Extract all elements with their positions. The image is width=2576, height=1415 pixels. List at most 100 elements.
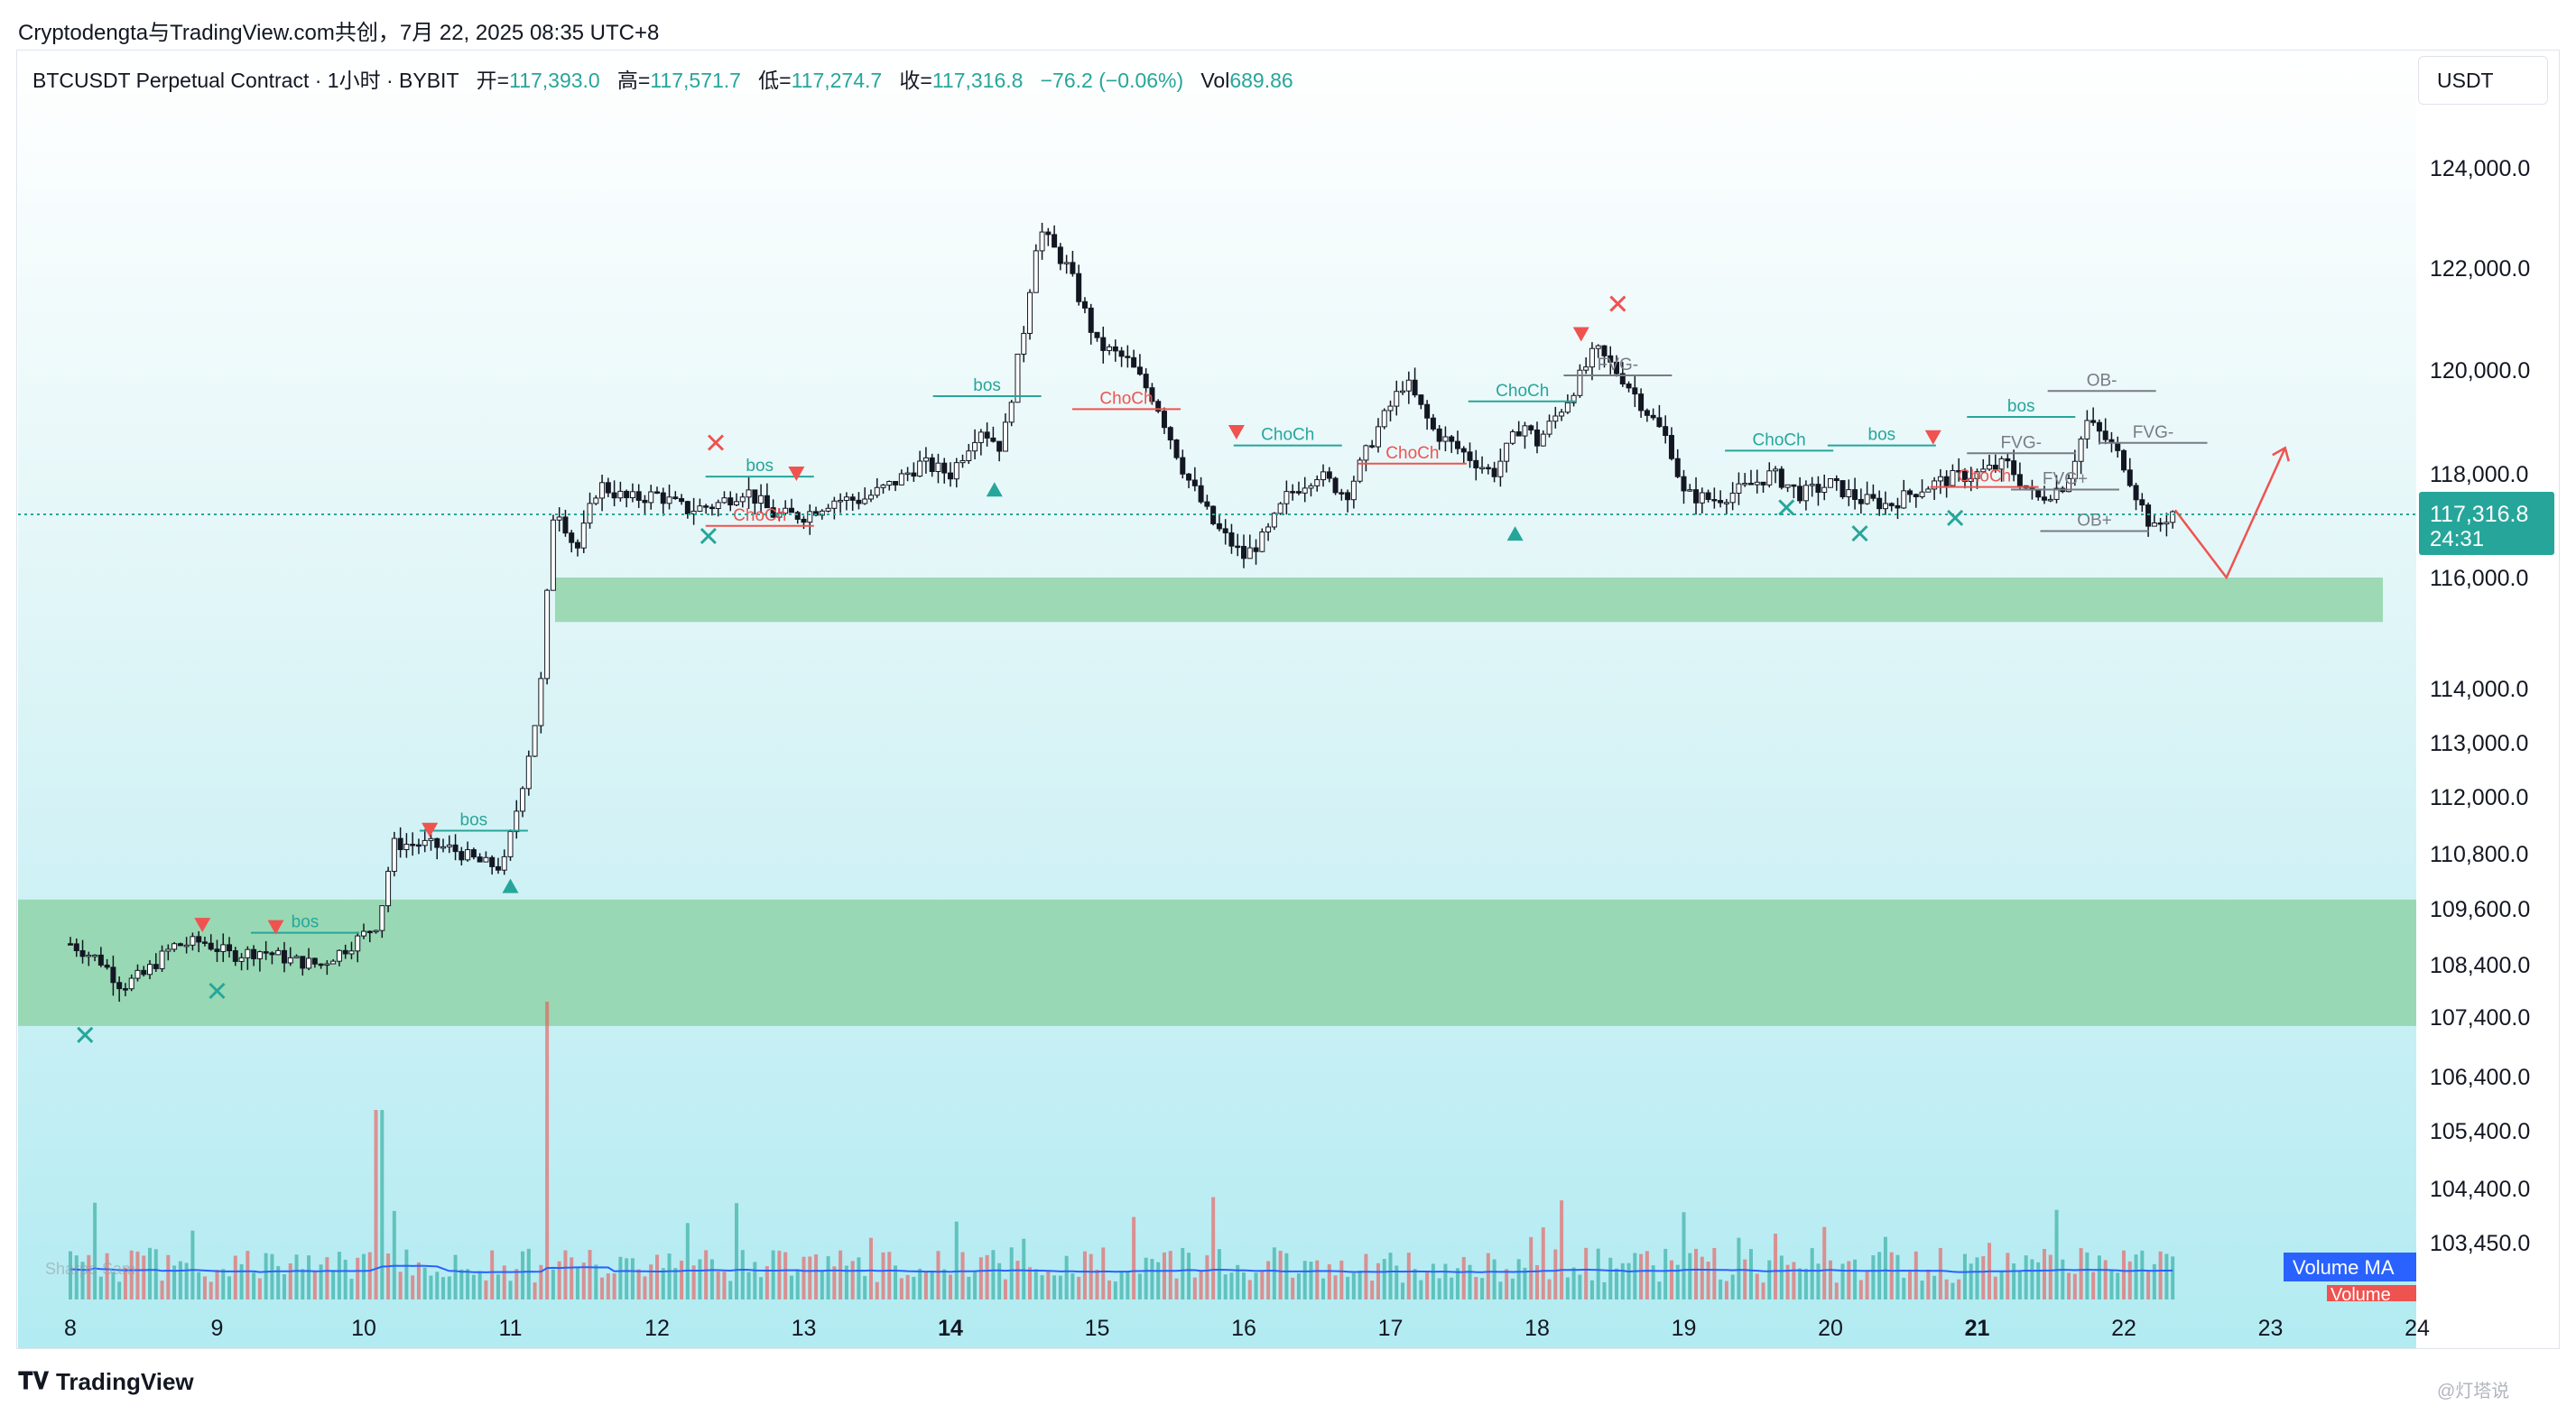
- smc-label: bos: [292, 913, 320, 932]
- candle-body: [580, 523, 587, 549]
- volume-bar: [1694, 1248, 1699, 1299]
- candle-body: [727, 497, 734, 505]
- candle-body: [79, 949, 86, 957]
- candle: [1961, 467, 1968, 489]
- candle-body: [1357, 459, 1363, 482]
- candle-body: [1332, 477, 1339, 494]
- candle-body: [1937, 476, 1943, 482]
- volume-bar: [1889, 1252, 1894, 1299]
- candle: [587, 492, 593, 529]
- candle: [116, 976, 123, 1002]
- candle: [2005, 453, 2011, 468]
- smc-marker: ChoCh: [1930, 467, 2039, 488]
- candle-body: [2151, 522, 2157, 527]
- candle-body: [917, 460, 923, 477]
- candle: [336, 949, 342, 966]
- volume-bar: [1223, 1274, 1228, 1299]
- volume-bar: [655, 1254, 659, 1299]
- candle-body: [1405, 379, 1412, 392]
- candle: [629, 483, 635, 503]
- candle-body: [746, 489, 752, 498]
- smc-label: FVG+: [2043, 470, 2088, 489]
- candle-body: [110, 966, 116, 984]
- candle: [92, 954, 98, 962]
- candle-body: [1650, 414, 1656, 419]
- candle: [2090, 407, 2097, 426]
- candle: [1424, 400, 1431, 430]
- candle-body: [251, 948, 257, 959]
- candle: [238, 953, 245, 971]
- volume-bar: [1113, 1281, 1117, 1299]
- volume-bar: [600, 1277, 605, 1299]
- volume-bar: [1174, 1278, 1179, 1299]
- volume-bar: [985, 1254, 989, 1299]
- candle-body: [1308, 485, 1314, 489]
- candle: [1723, 498, 1729, 515]
- volume-bar: [1357, 1270, 1362, 1299]
- candle-body: [544, 589, 551, 680]
- candle-body: [1895, 504, 1901, 509]
- candle: [1778, 466, 1784, 490]
- candle-body: [1870, 494, 1876, 499]
- volume-bar: [716, 1271, 720, 1299]
- volume-bar: [746, 1272, 751, 1299]
- candle: [1980, 458, 1987, 474]
- candle-body: [1063, 262, 1070, 264]
- candle: [1467, 442, 1473, 468]
- buy-arrow-icon: [502, 878, 519, 893]
- volume-bar: [997, 1262, 1002, 1299]
- candle-body: [520, 788, 526, 812]
- volume-bar: [533, 1282, 537, 1299]
- candle: [287, 947, 293, 966]
- candle-body: [489, 856, 496, 867]
- volume-bar: [502, 1265, 506, 1299]
- x-tick-label: 20: [1818, 1316, 1843, 1341]
- candle-body: [972, 441, 978, 452]
- candle-body: [2145, 504, 2152, 527]
- candle-body: [336, 949, 342, 962]
- candle-body: [165, 948, 171, 952]
- sell-arrow-icon: [267, 920, 284, 935]
- x-tick-label: 13: [792, 1316, 817, 1341]
- candle-body: [2090, 420, 2097, 423]
- candle: [1663, 415, 1669, 444]
- candle-body: [1815, 484, 1821, 494]
- y-tick-label: 116,000.0: [2430, 566, 2528, 591]
- candle-body: [1246, 547, 1253, 560]
- candle: [1326, 467, 1332, 483]
- volume-bar: [588, 1250, 592, 1299]
- candle: [807, 504, 813, 535]
- volume-bar: [1406, 1253, 1411, 1299]
- candle-body: [807, 511, 813, 523]
- volume-bar: [521, 1251, 525, 1299]
- candle-body: [672, 496, 679, 500]
- candle: [1888, 502, 1895, 512]
- candle-body: [1369, 445, 1376, 448]
- volume-bar: [1192, 1277, 1197, 1299]
- tradingview-brand[interactable]: 𝐓𝐕 TradingView: [18, 1367, 194, 1396]
- candle-body: [880, 485, 886, 488]
- volume-bar: [1829, 1260, 1832, 1299]
- candle-body: [831, 500, 838, 509]
- candle: [886, 480, 893, 491]
- volume-bar: [208, 1281, 213, 1299]
- candle-body: [849, 496, 856, 501]
- volume-label: Volume: [2330, 1285, 2391, 1305]
- volume-bar: [2085, 1252, 2090, 1299]
- candle: [1198, 476, 1204, 504]
- candle: [97, 947, 104, 967]
- candle-body: [648, 491, 654, 504]
- candle: [459, 846, 465, 866]
- candle: [1497, 449, 1504, 487]
- candle: [1974, 468, 1980, 489]
- candle: [1308, 483, 1314, 497]
- currency-selector[interactable]: USDT: [2418, 56, 2548, 105]
- candle: [348, 941, 355, 960]
- candle: [2127, 458, 2133, 487]
- candle: [1998, 456, 2005, 482]
- candle: [1729, 482, 1736, 511]
- candle-body: [495, 865, 501, 871]
- candle: [470, 847, 477, 860]
- y-tick-label: 118,000.0: [2430, 462, 2528, 487]
